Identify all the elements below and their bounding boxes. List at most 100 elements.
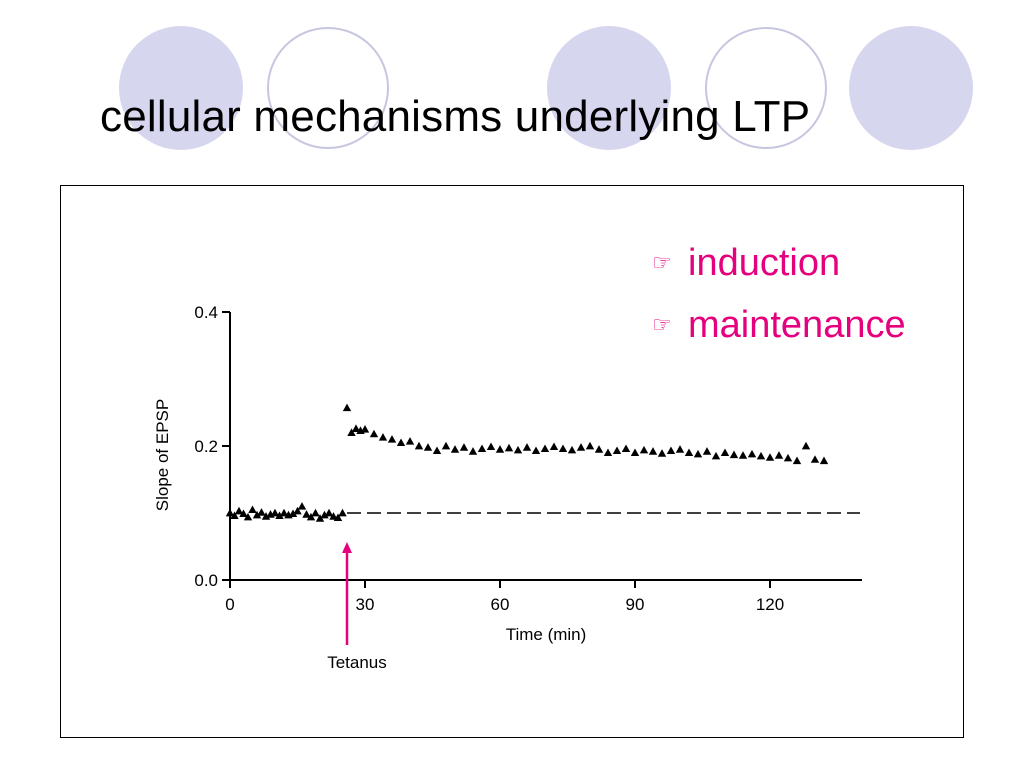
data-point [315,514,325,522]
data-point [711,451,721,460]
deco-circle-filled [547,26,671,150]
data-point [468,447,478,455]
data-point [302,510,311,518]
data-point [819,456,829,465]
data-point [270,508,280,517]
data-point [666,446,676,455]
deco-circle-filled [849,26,973,150]
y-tick-label: 0.2 [194,437,218,456]
data-point [486,442,496,451]
data-point [279,508,289,517]
y-axis-label: Slope of EPSP [153,399,172,511]
data-point [441,441,451,450]
data-point [333,513,343,522]
data-point [347,428,356,436]
pointing-hand-icon: ☞ [652,312,672,337]
data-point [378,433,388,441]
data-point [504,443,514,452]
data-point [405,437,415,445]
data-point [549,442,559,451]
data-point [603,448,613,457]
data-point [459,443,469,451]
data-point [576,443,586,451]
bullet-list: ☞ induction ☞ maintenance [652,232,906,356]
x-tick-label: 60 [491,595,510,614]
data-point [288,509,298,518]
data-point [702,447,712,455]
data-point [765,453,775,461]
data-point [675,445,685,453]
data-point [531,446,541,455]
data-point [324,508,334,517]
data-point [477,444,487,453]
data-point [684,448,694,457]
data-point [810,455,820,463]
data-point [432,446,442,455]
data-point [594,445,604,453]
data-point [414,441,424,450]
deco-circle-outline [267,27,389,149]
data-point [729,450,739,459]
deco-circle-filled [119,26,243,150]
data-point [450,445,460,453]
data-point [630,448,640,457]
tetanus-arrow-head [342,542,352,553]
data-point [351,424,361,432]
deco-circle-outline [705,27,827,149]
x-tick-label: 120 [756,595,784,614]
data-point [558,444,568,453]
data-point [639,445,649,454]
data-point [801,441,811,450]
data-point [792,456,802,465]
data-point [248,505,257,514]
x-tick-label: 90 [626,595,645,614]
data-point [738,451,748,459]
chart-labels: Time (min) Slope of EPSP Tetanus [153,399,586,672]
data-point [320,510,329,519]
x-tick-label: 30 [356,595,375,614]
data-point [261,512,271,520]
tetanus-label: Tetanus [327,653,387,672]
pointing-hand-icon: ☞ [652,250,672,275]
x-axis-label: Time (min) [506,625,587,644]
data-point [297,502,307,510]
data-point [239,509,248,518]
data-point [585,441,595,450]
data-point [513,445,523,454]
data-point [243,512,253,521]
data-point [720,448,730,457]
bullet-label: induction [688,241,841,284]
bullet-item-maintenance: ☞ maintenance [652,294,906,356]
data-point [306,512,316,521]
data-point [234,506,244,515]
data-point [693,449,703,458]
data-point [522,443,532,451]
data-point [311,508,320,517]
data-point [387,435,397,443]
tetanus-arrow [342,542,352,645]
data-point [257,508,266,516]
data-point [540,444,550,453]
data-point [225,508,235,517]
y-tick-label: 0.0 [194,571,218,590]
data-point [396,438,406,447]
decorative-circles [119,26,973,150]
data-point [621,444,631,453]
data-point [423,443,433,451]
data-point [293,506,302,515]
bullet-item-induction: ☞ induction [652,232,906,294]
y-tick-label: 0.4 [194,303,218,322]
data-point [495,445,505,453]
data-point [252,510,262,519]
chart-axes: 0.0 0.2 0.4 0 30 60 90 120 [194,303,862,614]
slide-title: cellular mechanisms underlying LTP [100,92,811,141]
data-point [567,445,577,454]
data-point [774,451,784,459]
data-point [612,446,622,455]
bullet-label: maintenance [688,303,906,346]
data-point [360,425,370,433]
data-point [756,451,766,460]
data-point [275,511,284,520]
data-point [657,449,667,457]
